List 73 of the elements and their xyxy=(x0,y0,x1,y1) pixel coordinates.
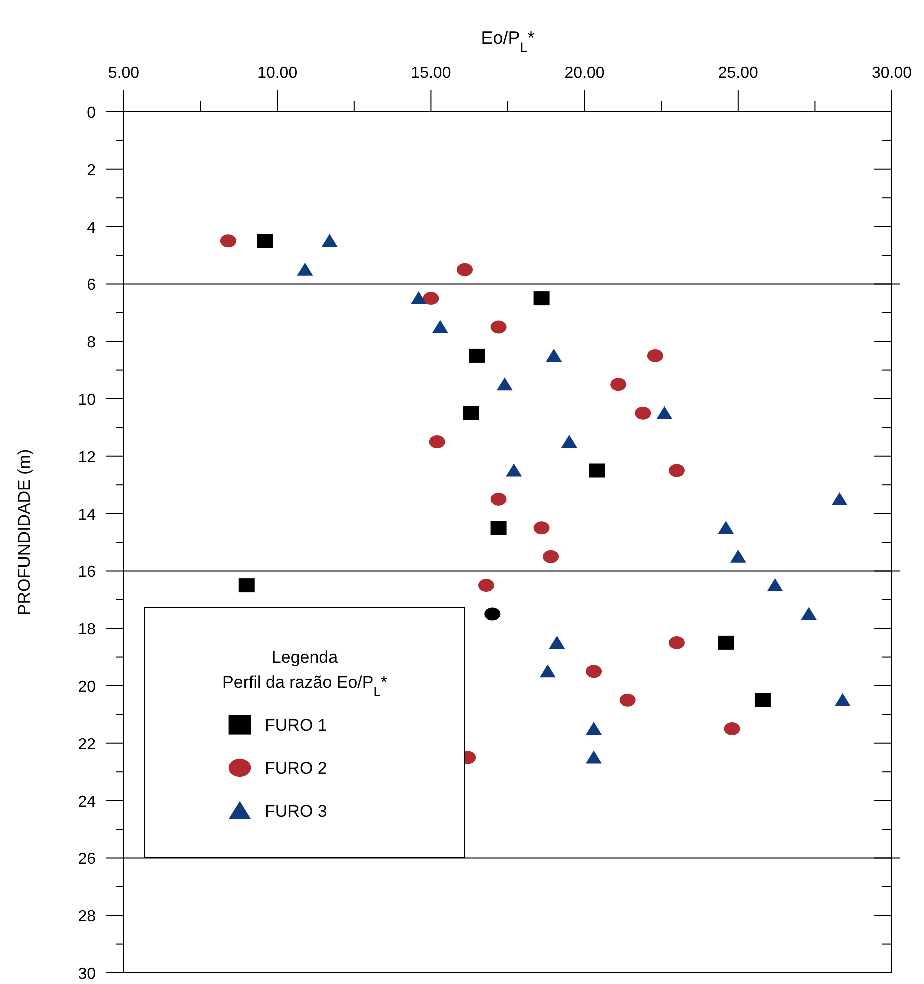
x-tick-label: 5.00 xyxy=(108,65,140,82)
point xyxy=(469,348,486,363)
y-tick-label: 22 xyxy=(78,736,96,754)
y-tick-label: 16 xyxy=(78,564,96,582)
point xyxy=(546,348,562,362)
point xyxy=(322,234,338,248)
y-tick-label: 10 xyxy=(78,392,96,409)
point xyxy=(832,492,848,506)
point xyxy=(730,550,746,563)
point xyxy=(656,406,673,420)
point xyxy=(490,492,507,506)
y-tick-label: 26 xyxy=(78,851,96,868)
point xyxy=(432,320,448,334)
point xyxy=(478,579,494,592)
y-tick-label: 20 xyxy=(78,679,96,696)
point xyxy=(620,694,636,707)
point xyxy=(754,693,771,708)
point xyxy=(801,607,818,620)
legend-label: FURO 3 xyxy=(265,802,328,821)
point xyxy=(647,349,664,362)
point xyxy=(490,521,507,536)
point xyxy=(463,406,480,420)
point xyxy=(549,636,566,649)
point xyxy=(586,665,602,678)
y-tick-label: 24 xyxy=(78,794,96,811)
y-tick-label: 12 xyxy=(78,449,96,466)
point xyxy=(534,292,550,306)
y-tick-label: 6 xyxy=(87,277,96,294)
y-tick-label: 2 xyxy=(87,162,96,180)
point xyxy=(496,378,513,391)
point xyxy=(456,263,473,276)
legend-label: FURO 2 xyxy=(265,759,328,778)
point xyxy=(543,550,560,564)
x-tick-label: 30.00 xyxy=(872,65,912,82)
y-tick-label: 28 xyxy=(78,908,96,926)
point xyxy=(540,664,556,678)
point xyxy=(589,464,606,478)
y-tick-label: 14 xyxy=(78,506,96,524)
point xyxy=(635,406,652,420)
x-tick-label: 25.00 xyxy=(718,65,759,82)
point xyxy=(410,292,427,305)
point xyxy=(586,750,602,764)
point xyxy=(220,234,236,248)
point xyxy=(297,262,314,276)
point xyxy=(668,464,685,478)
point xyxy=(586,722,602,736)
point xyxy=(429,436,446,449)
point xyxy=(506,464,522,477)
x-tick-label: 20.00 xyxy=(564,65,605,82)
point xyxy=(490,320,507,334)
x-tick-label: 15.00 xyxy=(411,65,452,82)
point xyxy=(257,234,274,248)
point xyxy=(610,378,627,392)
y-tick-label: 0 xyxy=(87,105,96,122)
x-axis-title: Eo/P$_{L}$* xyxy=(481,28,535,54)
point xyxy=(767,578,784,592)
y-axis-title: PROFUNDIDADE (m) xyxy=(15,449,34,616)
y-tick-label: 8 xyxy=(87,334,96,352)
point xyxy=(561,435,578,448)
y-tick-label: 4 xyxy=(87,220,96,237)
point xyxy=(238,578,255,593)
point xyxy=(534,522,550,535)
y-tick-label: 18 xyxy=(78,622,96,639)
point xyxy=(718,636,734,650)
point xyxy=(718,521,734,534)
point xyxy=(668,636,685,650)
y-tick-label: 30 xyxy=(78,966,96,983)
x-tick-label: 10.00 xyxy=(258,65,298,82)
point xyxy=(834,693,851,706)
point xyxy=(423,292,440,306)
legend-label: FURO 1 xyxy=(265,716,328,735)
legend-title: Legenda Perfil da razão Eo/P$_{L}$* xyxy=(222,648,388,698)
point xyxy=(724,722,740,736)
